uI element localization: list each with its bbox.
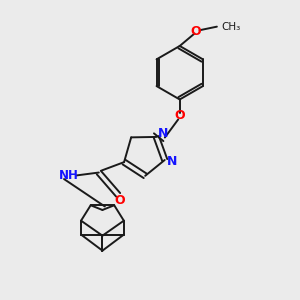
Text: O: O [114,194,125,207]
Text: O: O [174,109,185,122]
Text: O: O [191,25,201,38]
Text: N: N [167,155,177,168]
Text: NH: NH [59,169,79,182]
Text: CH₃: CH₃ [221,22,241,32]
Text: N: N [158,128,168,140]
